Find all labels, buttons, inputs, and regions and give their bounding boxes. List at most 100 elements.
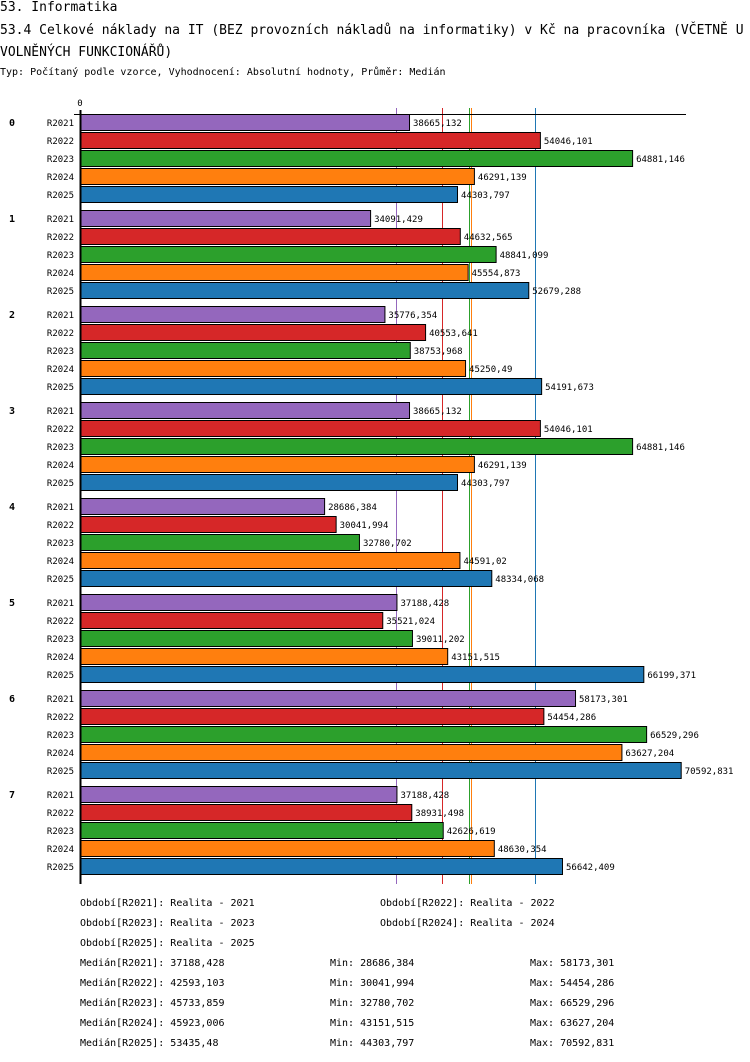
bar-value-label: 37188,428 — [400, 791, 449, 801]
bar-r2024 — [80, 168, 475, 185]
stat-min-r2025: Min: 44303,797 — [330, 1038, 415, 1049]
series-label-r2021: R2021 — [47, 407, 74, 417]
bar-value-label: 45250,49 — [469, 365, 512, 375]
bar-value-label: 48630,354 — [498, 845, 547, 855]
series-label-r2021: R2021 — [47, 599, 74, 609]
series-label-r2023: R2023 — [47, 347, 74, 357]
bar-r2023 — [80, 534, 360, 551]
series-label-r2024: R2024 — [47, 845, 74, 855]
group-label: 0 — [9, 118, 15, 129]
bar-value-label: 45554,873 — [472, 269, 521, 279]
series-label-r2021: R2021 — [47, 503, 74, 513]
bar-r2024 — [80, 840, 495, 857]
section-heading: 53. Informatika — [0, 0, 118, 15]
bar-value-label: 38665,132 — [413, 119, 462, 129]
bar-value-label: 44303,797 — [461, 191, 510, 201]
series-label-r2021: R2021 — [47, 215, 74, 225]
group-label: 5 — [9, 598, 15, 609]
bar-r2025 — [80, 474, 458, 491]
series-label-r2021: R2021 — [47, 311, 74, 321]
bar-value-label: 43151,515 — [451, 653, 500, 663]
group-label: 4 — [9, 502, 15, 513]
bar-r2024 — [80, 360, 467, 377]
bar-value-label: 44591,02 — [463, 557, 506, 567]
series-label-r2022: R2022 — [47, 617, 74, 627]
bar-r2021 — [80, 306, 386, 323]
bar-value-label: 37188,428 — [400, 599, 449, 609]
bar-value-label: 35521,024 — [386, 617, 435, 627]
bar-value-label: 54046,101 — [544, 137, 593, 147]
series-label-r2024: R2024 — [47, 461, 74, 471]
series-label-r2023: R2023 — [47, 155, 74, 165]
bar-value-label: 54454,286 — [547, 713, 596, 723]
series-label-r2024: R2024 — [47, 653, 74, 663]
bar-r2022 — [80, 228, 461, 245]
bar-value-label: 30041,994 — [340, 521, 389, 531]
series-label-r2025: R2025 — [47, 383, 74, 393]
series-label-r2021: R2021 — [47, 791, 74, 801]
bar-value-label: 46291,139 — [478, 173, 527, 183]
stat-min-r2021: Min: 28686,384 — [330, 958, 415, 969]
bar-value-label: 42626,619 — [447, 827, 496, 837]
group-label: 7 — [9, 790, 15, 801]
series-label-r2025: R2025 — [47, 863, 74, 873]
bar-r2023 — [80, 246, 497, 263]
stat-max-r2025: Max: 70592,831 — [530, 1038, 615, 1049]
series-label-r2024: R2024 — [47, 557, 74, 567]
bar-value-label: 56642,409 — [566, 863, 615, 873]
bar-r2025 — [80, 762, 682, 779]
series-label-r2022: R2022 — [47, 233, 74, 243]
bar-value-label: 63627,204 — [625, 749, 674, 759]
chart-subtitle: Typ: Počítaný podle vzorce, Vyhodnocení:… — [0, 67, 446, 78]
bar-value-label: 64881,146 — [636, 443, 685, 453]
bar-value-label: 54191,673 — [545, 383, 594, 393]
bar-r2021 — [80, 786, 398, 803]
bar-r2024 — [80, 744, 623, 761]
chart-title: 53.4 Celkové náklady na IT (BEZ provozní… — [0, 23, 744, 60]
series-label-r2022: R2022 — [47, 425, 74, 435]
bar-value-label: 54046,101 — [544, 425, 593, 435]
series-label-r2022: R2022 — [47, 137, 74, 147]
series-label-r2025: R2025 — [47, 671, 74, 681]
stat-median-r2021: Medián[R2021]: 37188,428 — [80, 958, 225, 969]
bar-value-label: 48841,099 — [500, 251, 549, 261]
bar-r2022 — [80, 132, 541, 149]
series-label-r2025: R2025 — [47, 767, 74, 777]
bar-r2024 — [80, 648, 449, 665]
bar-r2022 — [80, 324, 427, 341]
stat-min-r2023: Min: 32780,702 — [330, 998, 415, 1009]
bar-r2025 — [80, 282, 530, 299]
bar-value-label: 44303,797 — [461, 479, 510, 489]
series-label-r2021: R2021 — [47, 119, 74, 129]
bar-value-label: 28686,384 — [328, 503, 377, 513]
series-label-r2022: R2022 — [47, 809, 74, 819]
stat-median-r2024: Medián[R2024]: 45923,006 — [80, 1018, 225, 1029]
bar-r2023 — [80, 150, 634, 167]
bar-r2022 — [80, 804, 413, 821]
group-label: 3 — [9, 406, 15, 417]
series-label-r2024: R2024 — [47, 173, 74, 183]
bar-value-label: 40553,641 — [429, 329, 478, 339]
bar-value-label: 38931,498 — [415, 809, 464, 819]
legend-period-r2021: Období[R2021]: Realita - 2021 — [80, 898, 255, 909]
bar-value-label: 52679,288 — [532, 287, 581, 297]
series-label-r2025: R2025 — [47, 191, 74, 201]
bar-r2021 — [80, 498, 326, 515]
series-label-r2024: R2024 — [47, 749, 74, 759]
stat-max-r2021: Max: 58173,301 — [530, 958, 615, 969]
bar-value-label: 70592,831 — [685, 767, 734, 777]
bar-r2025 — [80, 666, 645, 683]
series-label-r2022: R2022 — [47, 329, 74, 339]
bar-value-label: 32780,702 — [363, 539, 412, 549]
bar-value-label: 48334,068 — [495, 575, 544, 585]
bar-r2023 — [80, 822, 444, 839]
stat-max-r2022: Max: 54454,286 — [530, 978, 615, 989]
bar-r2022 — [80, 420, 541, 437]
bar-r2022 — [80, 612, 384, 629]
legend-period-r2025: Období[R2025]: Realita - 2025 — [80, 938, 255, 949]
series-label-r2024: R2024 — [47, 365, 74, 375]
group-label: 1 — [9, 214, 15, 225]
group-label: 6 — [9, 694, 15, 705]
bar-value-label: 34091,429 — [374, 215, 423, 225]
